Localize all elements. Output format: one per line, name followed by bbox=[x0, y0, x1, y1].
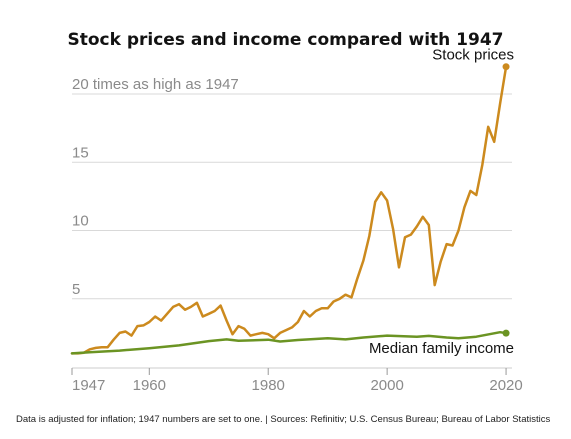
x-tick-label: 1980 bbox=[252, 377, 285, 394]
y-tick-label: 10 bbox=[72, 213, 89, 230]
x-tick-label: 1947 bbox=[72, 377, 105, 394]
series-line-stock-prices bbox=[70, 65, 508, 355]
series-label: Median family income bbox=[369, 340, 514, 357]
series-end-marker bbox=[502, 329, 510, 337]
chart-title: Stock prices and income compared with 19… bbox=[67, 30, 504, 50]
series-line-median-family-income bbox=[70, 330, 508, 355]
y-tick-label: 15 bbox=[72, 144, 89, 161]
x-tick-label: 1960 bbox=[133, 377, 166, 394]
y-tick-label: 5 bbox=[72, 281, 80, 298]
x-tick-label: 2000 bbox=[370, 377, 403, 394]
series-end-marker bbox=[502, 63, 510, 71]
y-tick-label: 20 times as high as 1947 bbox=[72, 76, 239, 93]
series-label: Stock prices bbox=[432, 47, 514, 64]
x-tick-label: 2020 bbox=[489, 377, 522, 394]
source-note: Data is adjusted for inflation; 1947 num… bbox=[16, 414, 551, 425]
